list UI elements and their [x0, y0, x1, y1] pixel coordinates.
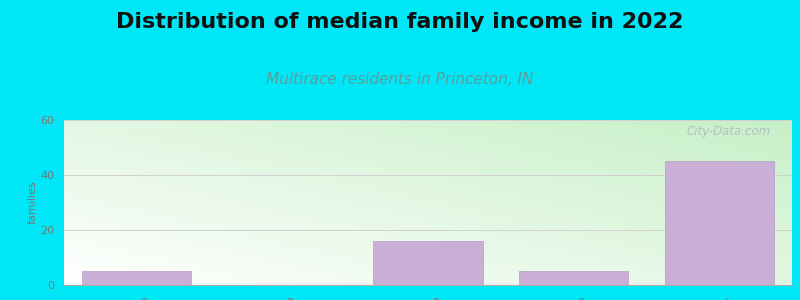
Bar: [82, 271, 191, 285]
Y-axis label: families: families: [27, 181, 38, 224]
Text: Distribution of median family income in 2022: Distribution of median family income in …: [116, 12, 684, 32]
Bar: [519, 271, 628, 285]
Text: City-Data.com: City-Data.com: [686, 125, 770, 138]
Bar: [374, 241, 482, 285]
Bar: [665, 161, 774, 285]
Text: Multirace residents in Princeton, IN: Multirace residents in Princeton, IN: [266, 72, 534, 87]
